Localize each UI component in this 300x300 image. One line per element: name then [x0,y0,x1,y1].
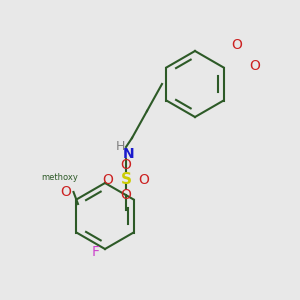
Text: O: O [61,185,71,199]
Text: O: O [103,173,113,187]
Text: N: N [123,148,135,161]
Text: O: O [121,158,131,172]
Text: H: H [115,140,125,154]
Text: O: O [121,188,131,202]
Text: F: F [92,245,100,259]
Text: O: O [139,173,149,187]
Text: O: O [250,59,260,73]
Text: O: O [232,38,242,52]
Text: S: S [121,172,131,188]
Text: methoxy: methoxy [42,173,78,182]
